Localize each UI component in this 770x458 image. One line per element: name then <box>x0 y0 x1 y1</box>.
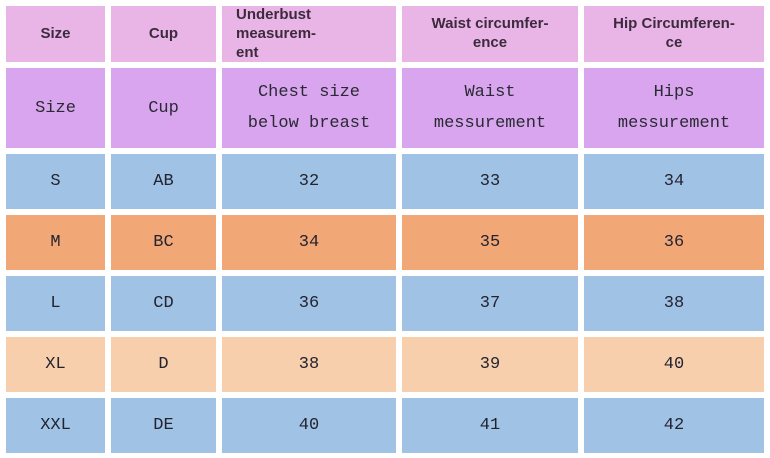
header-cell-line: Underbust measurem- <box>236 6 317 42</box>
table-cell: 32 <box>222 154 396 210</box>
header-cell-line: messurement <box>617 114 731 134</box>
table-cell: 33 <box>402 154 578 210</box>
header-cell-line: Cup <box>148 98 179 118</box>
table-row: L CD 36 37 38 <box>6 276 764 332</box>
header-cell-line: Waist <box>464 82 516 102</box>
table-cell: S <box>6 154 105 210</box>
header-row-primary: Size Cup Underbust measurem-ent Waist circu… <box>6 6 764 63</box>
header-cell: Hip Circumferen-ce <box>584 6 764 63</box>
table-cell: 37 <box>402 276 578 332</box>
table-cell: DE <box>111 398 216 454</box>
table-cell: 38 <box>584 276 764 332</box>
table-row: XXL DE 40 41 42 <box>6 398 764 454</box>
header-cell: Size <box>6 68 105 149</box>
header-cell-line: below breast <box>247 114 371 134</box>
size-chart-header: Size Cup Underbust measurem-ent Waist circu… <box>6 6 764 149</box>
header-cell: Size <box>6 6 105 63</box>
table-cell: D <box>111 337 216 393</box>
header-cell: Waist circumfer-ence <box>402 6 578 63</box>
table-row: S AB 32 33 34 <box>6 154 764 210</box>
header-cell-line: ce <box>665 34 683 52</box>
table-cell: 41 <box>402 398 578 454</box>
table-cell: 40 <box>584 337 764 393</box>
table-cell: CD <box>111 276 216 332</box>
header-cell-line: Hip Circumferen- <box>613 15 735 33</box>
header-cell-line: Waist circumfer- <box>431 15 549 33</box>
header-cell-line: Hips <box>653 82 695 102</box>
table-cell: 36 <box>584 215 764 271</box>
table-cell: XL <box>6 337 105 393</box>
header-cell-line: ence <box>472 34 508 52</box>
header-cell-line: messurement <box>433 114 547 134</box>
header-cell-line: Size <box>35 98 76 118</box>
size-chart-body: S AB 32 33 34 M BC 34 35 36 L CD 36 37 38 XL D 38 39 40 XXL D… <box>6 154 764 454</box>
table-cell: M <box>6 215 105 271</box>
table-cell: 34 <box>584 154 764 210</box>
table-cell: 38 <box>222 337 396 393</box>
header-cell: Cup <box>111 6 216 63</box>
header-cell: Cup <box>111 68 216 149</box>
table-row: XL D 38 39 40 <box>6 337 764 393</box>
header-cell-line: Chest size <box>257 82 361 102</box>
table-cell: 42 <box>584 398 764 454</box>
header-cell: Hips messurement <box>584 68 764 149</box>
table-row: M BC 34 35 36 <box>6 215 764 271</box>
header-cell: Waist messurement <box>402 68 578 149</box>
header-row-secondary: Size Cup Chest size below breast Waist messur… <box>6 68 764 149</box>
header-cell: Underbust measurem-ent <box>222 6 396 63</box>
table-cell: 39 <box>402 337 578 393</box>
table-cell: 34 <box>222 215 396 271</box>
header-cell-line: Size <box>40 24 71 42</box>
header-cell-line: Cup <box>148 24 179 42</box>
table-cell: 36 <box>222 276 396 332</box>
table-cell: L <box>6 276 105 332</box>
table-cell: XXL <box>6 398 105 454</box>
table-cell: AB <box>111 154 216 210</box>
table-cell: 40 <box>222 398 396 454</box>
header-cell: Chest size below breast <box>222 68 396 149</box>
header-cell-line: ent <box>236 43 259 61</box>
table-cell: 35 <box>402 215 578 271</box>
table-cell: BC <box>111 215 216 271</box>
